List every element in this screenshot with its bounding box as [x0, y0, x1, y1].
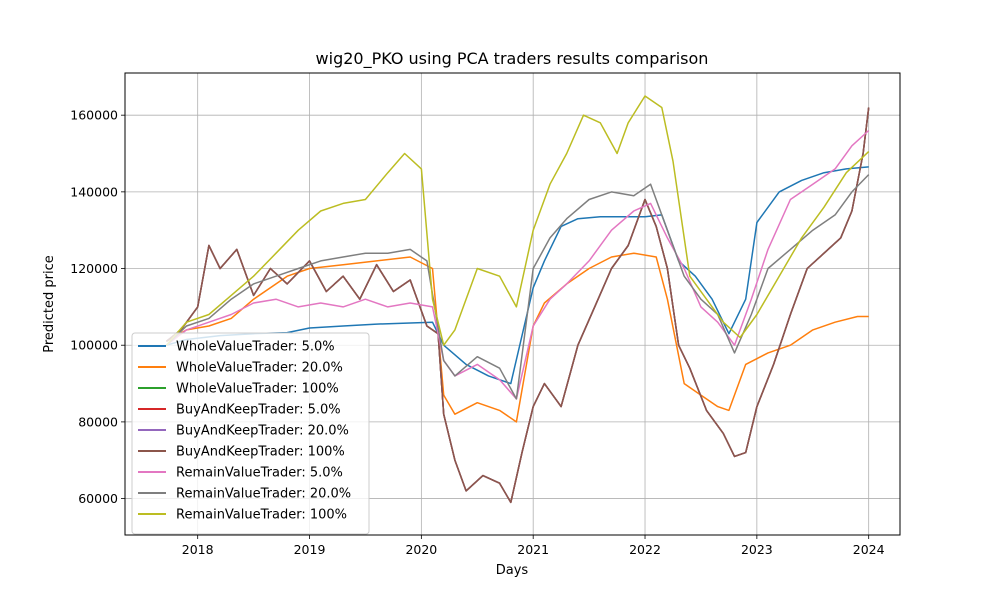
series-line-wholevaluetrader-20-0	[166, 252, 869, 423]
x-tick-label: 2018	[182, 542, 214, 557]
legend-label: RemainValueTrader: 20.0%	[176, 487, 351, 502]
legend-label: BuyAndKeepTrader: 20.0%	[176, 424, 349, 439]
x-tick-label: 2019	[294, 542, 326, 557]
legend-label: BuyAndKeepTrader: 5.0%	[176, 403, 341, 418]
legend: WholeValueTrader: 5.0% WholeValueTrader: …	[131, 332, 370, 535]
series-line-remainvaluetrader-20-0	[165, 174, 870, 400]
y-tick-label: 120000	[70, 261, 118, 276]
y-tick-label: 100000	[70, 338, 118, 353]
chart-title: wig20_PKO using PCA traders results comp…	[316, 49, 709, 69]
series-line-buyandkeeptrader-100	[165, 107, 870, 504]
plot-frame	[124, 72, 901, 536]
legend-label: WholeValueTrader: 20.0%	[176, 361, 343, 376]
y-tick-label: 160000	[70, 108, 118, 123]
legend-label: WholeValueTrader: 5.0%	[176, 340, 335, 355]
legend-label: BuyAndKeepTrader: 100%	[176, 445, 345, 460]
y-tick-label: 60000	[78, 491, 118, 506]
series-line-remainvaluetrader-5-0	[165, 129, 870, 400]
x-tick-label: 2024	[853, 542, 885, 557]
series-line-wholevaluetrader-5-0	[166, 166, 869, 385]
x-tick-label: 2021	[517, 542, 549, 557]
legend-label: WholeValueTrader: 100%	[176, 382, 339, 397]
axis-ticks: 2018 2019 2020 2021 2022 2023 2024 60000 80000 10…	[70, 108, 884, 557]
x-tick-label: 2023	[741, 542, 773, 557]
legend-label: RemainValueTrader: 5.0%	[176, 466, 343, 481]
legend-label: RemainValueTrader: 100%	[176, 508, 347, 523]
y-axis-label: Predicted price	[42, 255, 57, 353]
x-tick-label: 2020	[405, 542, 437, 557]
x-axis-label: Days	[496, 563, 529, 578]
y-tick-label: 80000	[78, 414, 118, 429]
legend-box	[131, 332, 370, 535]
y-tick-label: 140000	[70, 184, 118, 199]
x-tick-label: 2022	[629, 542, 661, 557]
series-line-remainvaluetrader-100	[165, 95, 870, 346]
series-lines	[165, 95, 870, 504]
